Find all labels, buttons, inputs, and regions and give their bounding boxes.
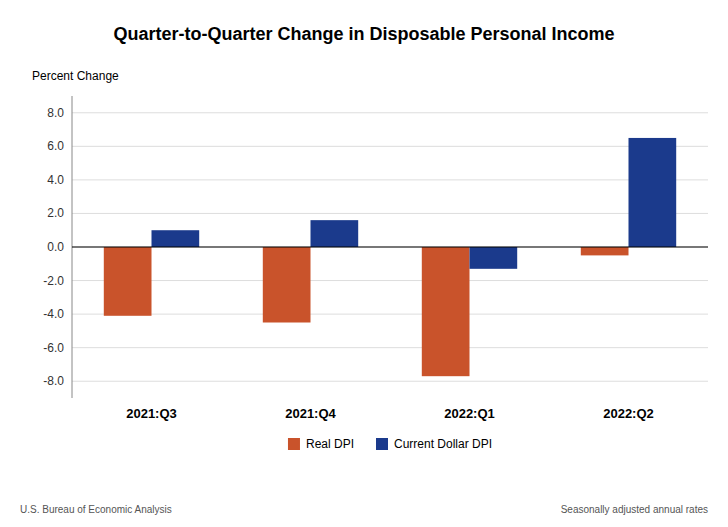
y-axis-label: Percent Change — [32, 69, 119, 83]
x-tick-label: 2022:Q2 — [603, 406, 654, 421]
bar — [629, 138, 677, 247]
bar — [470, 247, 518, 269]
grid-line — [72, 146, 708, 147]
grid-line — [72, 347, 708, 348]
y-tick-label: -4.0 — [43, 307, 64, 321]
grid — [72, 113, 708, 381]
bar — [104, 247, 152, 316]
legend-swatch — [288, 438, 300, 450]
chart: Quarter-to-Quarter Change in Disposable … — [0, 0, 728, 527]
grid-line — [72, 314, 708, 315]
y-tick-label: 4.0 — [47, 173, 64, 187]
y-tick-label: 2.0 — [47, 206, 64, 220]
grid-line — [72, 213, 708, 214]
x-tick-label: 2021:Q3 — [126, 406, 177, 421]
grid-line — [72, 179, 708, 180]
y-tick-label: -8.0 — [43, 374, 64, 388]
grid-line — [72, 112, 708, 113]
footnote: U.S. Bureau of Economic Analysis — [20, 504, 172, 515]
x-tick-label: 2021:Q4 — [285, 406, 336, 421]
legend-label: Real DPI — [306, 437, 354, 451]
zero-line — [72, 247, 708, 248]
x-tick-label: 2022:Q1 — [444, 406, 495, 421]
grid-line — [72, 247, 708, 248]
bar — [263, 247, 311, 323]
legend: Real DPI Current Dollar DPI — [288, 437, 492, 451]
y-tick-label: 6.0 — [47, 139, 64, 153]
bar — [152, 230, 200, 247]
bar — [581, 247, 629, 255]
y-tick-label: 8.0 — [47, 106, 64, 120]
grid-line — [72, 381, 708, 382]
y-tick-label: 0.0 — [47, 240, 64, 254]
legend-label: Current Dollar DPI — [394, 437, 492, 451]
title: Quarter-to-Quarter Change in Disposable … — [113, 24, 614, 44]
bar — [311, 220, 359, 247]
footnote: Seasonally adjusted annual rates — [561, 504, 708, 515]
y-tick-label: -2.0 — [43, 274, 64, 288]
bars — [104, 138, 676, 376]
bar — [422, 247, 470, 376]
y-tick-label: -6.0 — [43, 341, 64, 355]
grid-line — [72, 280, 708, 281]
legend-swatch — [376, 438, 388, 450]
chart-container: Quarter-to-Quarter Change in Disposable … — [0, 0, 728, 527]
